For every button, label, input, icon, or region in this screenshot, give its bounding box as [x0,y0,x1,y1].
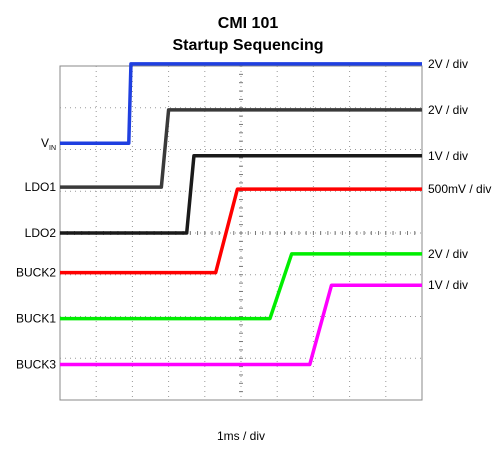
trace-v [60,62,422,145]
chart-title: CMI 101 [218,15,279,32]
trace-label: BUCK2 [16,266,56,280]
trace-label: BUCK1 [16,312,56,326]
trace-ldo2 [60,154,422,235]
scale-label: 2V / div [428,247,468,261]
trace-ldo1 [60,108,422,189]
traces [60,62,422,367]
trace-labels: VIN LDO1 LDO2 BUCK2 BUCK1 BUCK3 [16,136,56,371]
x-axis-label: 1ms / div [217,429,265,443]
trace-label: LDO2 [25,226,57,240]
scale-label: 2V / div [428,57,468,71]
trace-buck2 [60,187,422,275]
trace-label: LDO1 [25,180,57,194]
scale-label: 500mV / div [428,182,491,196]
scale-labels: 2V / div 2V / div 1V / div 500mV / div 2V / … [428,57,491,292]
scale-label: 1V / div [428,278,468,292]
trace-label: BUCK3 [16,358,56,372]
trace-label: VIN [41,136,56,152]
chart-subtitle: Startup Sequencing [172,37,323,54]
scale-label: 2V / div [428,103,468,117]
trace-buck1 [60,252,422,321]
trace-buck3 [60,283,422,367]
scale-label: 1V / div [428,149,468,163]
